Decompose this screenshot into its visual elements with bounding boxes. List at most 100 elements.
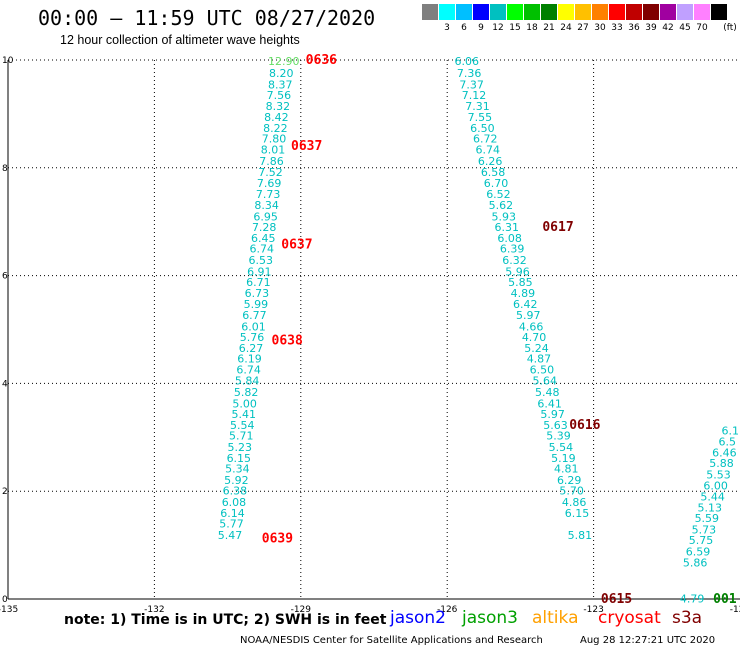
- wave-height-point: 5.53: [706, 468, 731, 481]
- wave-height-point: 5.54: [230, 419, 255, 432]
- wave-height-point: 7.37: [459, 78, 484, 91]
- wave-height-point: 6.74: [236, 363, 261, 376]
- wave-height-point: 5.92: [224, 474, 249, 487]
- color-swatch: [456, 4, 472, 20]
- color-swatch: [524, 4, 540, 20]
- wave-height-point: 6.53: [249, 254, 274, 267]
- color-swatch: [711, 4, 727, 20]
- color-scale-label: 6: [461, 23, 467, 33]
- time-label: 0637: [281, 237, 312, 252]
- wave-height-point: 6.00: [703, 479, 728, 492]
- wave-height-point: 6.08: [497, 232, 522, 245]
- time-label: 0636: [306, 53, 337, 68]
- wave-height-point: 5.00: [232, 397, 257, 410]
- color-scale-label: 33: [611, 23, 623, 33]
- wave-height-point: 6.72: [473, 133, 498, 146]
- wave-height-point: 7.12: [462, 89, 487, 102]
- wave-height-point: 5.34: [225, 463, 250, 476]
- wave-height-point: 6.50: [530, 363, 555, 376]
- color-swatch: [643, 4, 659, 20]
- color-scale-label: 70: [696, 23, 708, 33]
- legend-item-s3a: s3a: [672, 608, 703, 628]
- wave-height-point: 5.39: [546, 430, 571, 443]
- wave-height-point: 6.27: [239, 342, 264, 355]
- color-swatch: [660, 4, 676, 20]
- wave-height-point: 5.84: [235, 375, 260, 388]
- y-tick-label: 10: [2, 56, 14, 66]
- wave-height-point: 6.52: [486, 188, 511, 201]
- chart-title: 00:00 — 11:59 UTC 08/27/2020: [38, 6, 376, 30]
- note-text: note: 1) Time is in UTC; 2) SWH is in fe…: [64, 612, 387, 628]
- wave-height-point: 4.70: [522, 331, 547, 344]
- x-tick-label: -126: [437, 605, 458, 615]
- wave-height-point: 6.59: [686, 546, 711, 559]
- wave-height-point: 5.99: [244, 298, 269, 311]
- wave-height-point: 5.23: [228, 441, 253, 454]
- time-label: 0616: [569, 418, 600, 433]
- legend-item-altika: altika: [532, 608, 579, 628]
- wave-height-point: 4.86: [562, 496, 587, 509]
- wave-height-point: 6.45: [251, 232, 276, 245]
- wave-height-point: 5.24: [524, 342, 549, 355]
- time-label: 0617: [542, 220, 573, 235]
- time-label: 001: [713, 592, 737, 607]
- wave-height-point: 7.73: [256, 188, 281, 201]
- wave-height-point: 5.62: [489, 199, 514, 212]
- color-scale-unit: (ft): [723, 23, 737, 33]
- color-scale-label: 24: [560, 23, 572, 33]
- wave-height-point: 5.63: [543, 419, 568, 432]
- x-tick-label: -132: [144, 605, 164, 615]
- wave-height-point: 6.39: [500, 243, 525, 256]
- color-scale-label: 30: [594, 23, 606, 33]
- wave-height-point: 5.76: [240, 331, 265, 344]
- wave-height-point: 8.37: [268, 78, 293, 91]
- wave-height-point: 8.22: [263, 122, 288, 135]
- wave-height-point: 6.14: [220, 507, 245, 520]
- wave-height-point: 5.59: [695, 512, 720, 525]
- wave-height-point: 6.29: [557, 474, 582, 487]
- color-scale-label: 9: [478, 23, 484, 33]
- color-swatch: [609, 4, 625, 20]
- wave-height-point: 4.66: [519, 320, 544, 333]
- color-scale-label: 12: [492, 23, 504, 33]
- color-scale-label: 36: [628, 23, 640, 33]
- wave-height-point: 4.87: [527, 353, 552, 366]
- wave-height-point: 5.96: [505, 265, 530, 278]
- color-scale-label: 15: [509, 23, 521, 33]
- color-swatch: [592, 4, 608, 20]
- wave-height-point: 7.86: [259, 155, 284, 168]
- wave-height-point: 4.81: [554, 463, 579, 476]
- wave-height-point: 5.85: [508, 276, 533, 289]
- wave-height-point: 6.41: [537, 397, 562, 410]
- wave-height-point: 8.42: [264, 111, 289, 124]
- wave-height-point: 6.91: [247, 265, 272, 278]
- time-label: 0615: [601, 592, 632, 607]
- wave-height-point: 6.01: [241, 320, 266, 333]
- legend-item-jason2: jason2: [390, 608, 446, 628]
- wave-height-point: 5.93: [492, 210, 517, 223]
- x-tick-label: -120: [730, 605, 740, 615]
- wave-height-point: 6.15: [227, 452, 252, 465]
- wave-height-point: 8.32: [266, 100, 291, 113]
- wave-height-point: 5.70: [559, 485, 584, 498]
- wave-height-point: 6.73: [245, 287, 270, 300]
- wave-height-point: 6.70: [484, 177, 509, 190]
- y-tick-label: 0: [2, 595, 8, 605]
- wave-height-point: 6.46: [712, 446, 737, 459]
- wave-height-point: 5.71: [229, 430, 254, 443]
- wave-height-point: 5.41: [231, 408, 256, 421]
- legend-item-cryosat: cryosat: [598, 608, 661, 628]
- wave-height-point: 7.56: [267, 89, 292, 102]
- wave-height-point: 8.20: [269, 67, 294, 80]
- wave-height-point: 5.75: [689, 534, 714, 547]
- color-swatch: [490, 4, 506, 20]
- y-tick-label: 4: [2, 379, 8, 389]
- wave-height-point: 6.32: [502, 254, 527, 267]
- color-swatch: [558, 4, 574, 20]
- color-swatch: [677, 4, 693, 20]
- wave-height-point: 5.77: [219, 518, 244, 531]
- y-tick-label: 6: [2, 272, 8, 282]
- wave-height-point: 5.19: [551, 452, 576, 465]
- wave-height-point: 7.69: [257, 177, 282, 190]
- wave-height-point: 5.97: [540, 408, 565, 421]
